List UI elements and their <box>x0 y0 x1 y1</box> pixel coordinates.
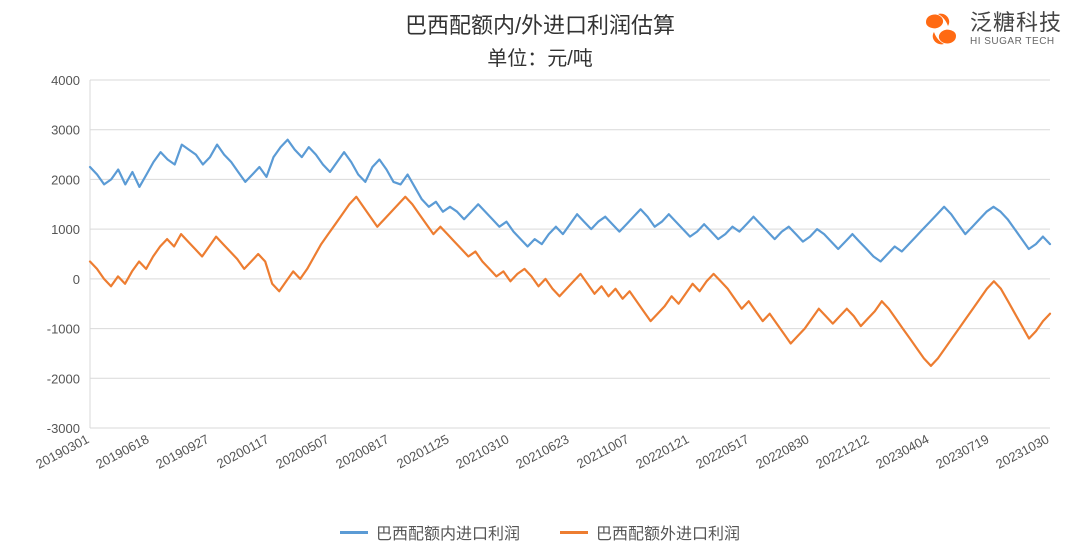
legend-label: 巴西配额外进口利润 <box>596 520 740 544</box>
svg-text:20190927: 20190927 <box>153 431 211 471</box>
svg-text:20190618: 20190618 <box>93 431 151 471</box>
svg-text:4000: 4000 <box>51 73 80 88</box>
brand-logo: 泛糖科技 HI SUGAR TECH <box>920 8 1062 50</box>
svg-text:20210310: 20210310 <box>453 431 511 471</box>
svg-text:0: 0 <box>73 272 80 287</box>
svg-text:20231030: 20231030 <box>993 431 1051 471</box>
svg-text:-3000: -3000 <box>47 421 80 436</box>
svg-text:20210623: 20210623 <box>513 431 571 471</box>
legend-swatch-icon <box>560 531 588 534</box>
legend-item-outside: 巴西配额外进口利润 <box>560 520 740 544</box>
svg-text:20230404: 20230404 <box>873 431 931 471</box>
line-chart: -3000 -2000 -1000 0 1000 2000 3000 4000 20190301… <box>20 70 1060 506</box>
svg-text:20211007: 20211007 <box>574 431 631 471</box>
svg-text:3000: 3000 <box>51 123 80 138</box>
logo-text: 泛糖科技 HI SUGAR TECH <box>970 11 1062 46</box>
svg-text:20221212: 20221212 <box>813 431 871 471</box>
chart-subtitle: 单位：元/吨 <box>0 42 1080 71</box>
svg-text:-2000: -2000 <box>47 371 80 386</box>
svg-text:20220517: 20220517 <box>693 431 751 471</box>
logo-mark-icon <box>920 8 962 50</box>
svg-text:1000: 1000 <box>51 222 80 237</box>
svg-text:20200117: 20200117 <box>214 431 271 471</box>
chart-title-block: 巴西配额内/外进口利润估算 单位：元/吨 <box>0 8 1080 71</box>
svg-text:-1000: -1000 <box>47 322 80 337</box>
svg-text:20230719: 20230719 <box>933 431 991 471</box>
svg-text:20190301: 20190301 <box>33 431 91 471</box>
svg-text:20220121: 20220121 <box>633 431 691 471</box>
logo-text-cn: 泛糖科技 <box>970 11 1062 35</box>
svg-text:20201125: 20201125 <box>394 431 451 471</box>
chart-legend: 巴西配额内进口利润 巴西配额外进口利润 <box>0 520 1080 544</box>
chart-title: 巴西配额内/外进口利润估算 <box>0 8 1080 40</box>
svg-text:20220830: 20220830 <box>753 431 811 471</box>
svg-text:20200507: 20200507 <box>273 431 331 471</box>
legend-label: 巴西配额内进口利润 <box>376 520 520 544</box>
legend-swatch-icon <box>340 531 368 534</box>
svg-text:20200817: 20200817 <box>333 431 391 471</box>
legend-item-inside: 巴西配额内进口利润 <box>340 520 520 544</box>
logo-text-en: HI SUGAR TECH <box>970 36 1062 47</box>
svg-text:2000: 2000 <box>51 172 80 187</box>
chart-area: -3000 -2000 -1000 0 1000 2000 3000 4000 20190301… <box>20 70 1060 506</box>
